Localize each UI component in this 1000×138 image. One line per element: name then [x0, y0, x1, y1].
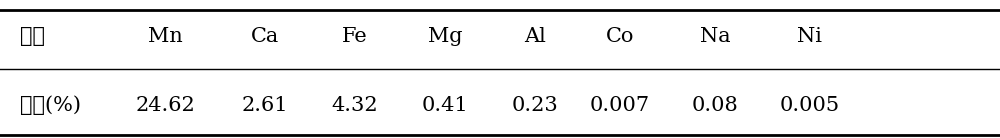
Text: 2.61: 2.61 — [242, 96, 288, 115]
Text: 0.41: 0.41 — [422, 96, 468, 115]
Text: Ni: Ni — [798, 27, 822, 46]
Text: Fe: Fe — [342, 27, 368, 46]
Text: 0.08: 0.08 — [692, 96, 738, 115]
Text: 0.23: 0.23 — [512, 96, 558, 115]
Text: 元素: 元素 — [20, 27, 45, 46]
Text: Mg: Mg — [428, 27, 462, 46]
Text: 0.005: 0.005 — [780, 96, 840, 115]
Text: Ca: Ca — [251, 27, 279, 46]
Text: Co: Co — [606, 27, 634, 46]
Text: Al: Al — [524, 27, 546, 46]
Text: 含量(%): 含量(%) — [20, 96, 81, 115]
Text: 24.62: 24.62 — [135, 96, 195, 115]
Text: 4.32: 4.32 — [332, 96, 378, 115]
Text: 0.007: 0.007 — [590, 96, 650, 115]
Text: Mn: Mn — [148, 27, 182, 46]
Text: Na: Na — [700, 27, 730, 46]
